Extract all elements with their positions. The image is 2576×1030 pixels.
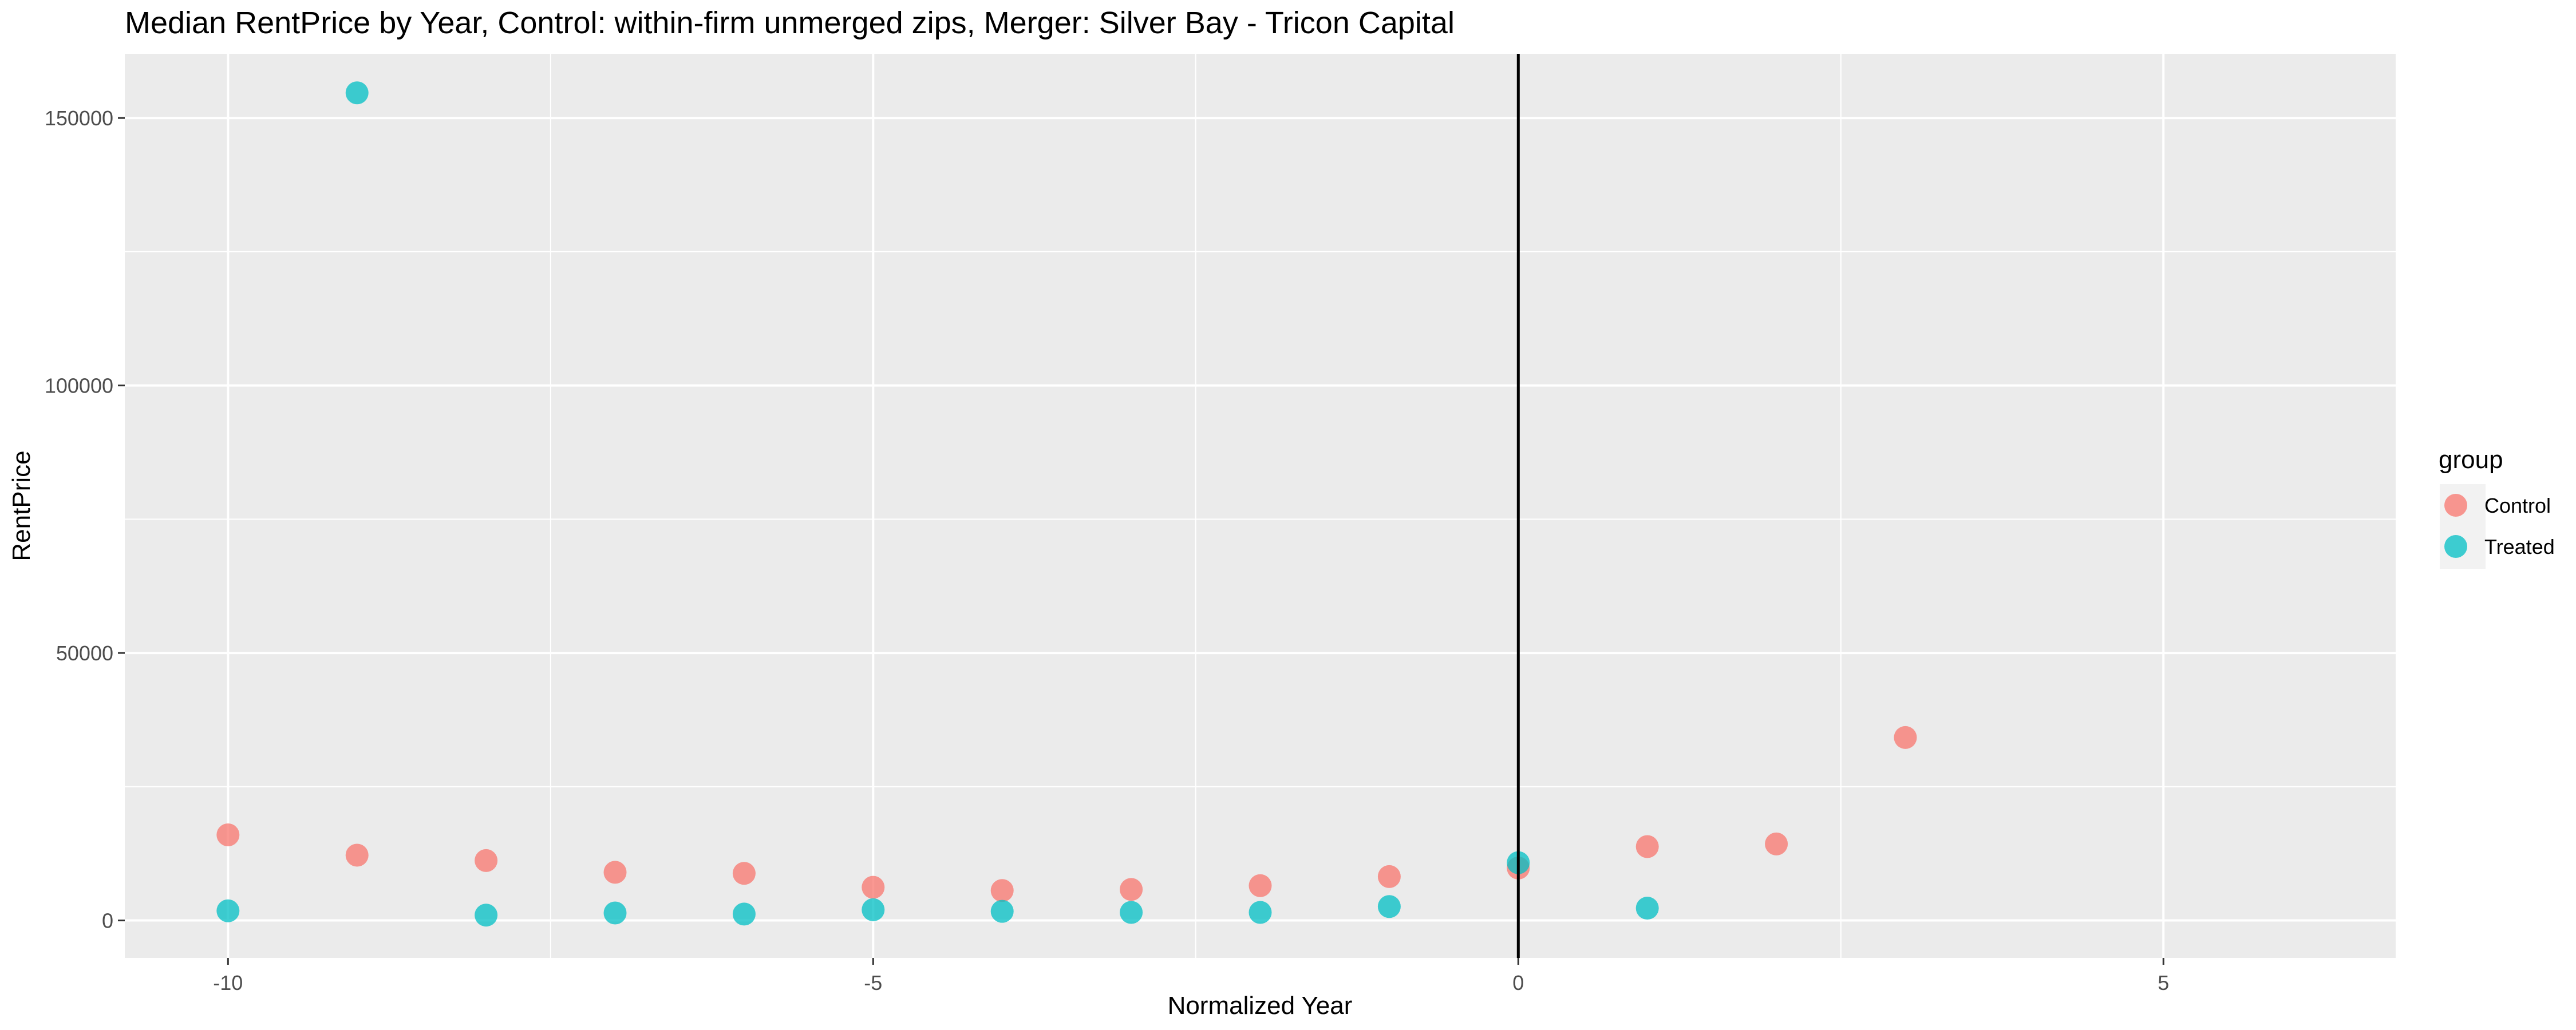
point-control: [603, 861, 627, 884]
x-tick-label: -10: [213, 971, 243, 995]
y-axis-title: RentPrice: [7, 450, 35, 561]
point-control: [1635, 835, 1659, 858]
point-control: [1377, 865, 1401, 888]
legend: group Control Treated: [2439, 446, 2555, 569]
point-treated: [1635, 897, 1659, 920]
point-control: [475, 849, 498, 872]
point-treated: [603, 901, 627, 925]
point-control: [1765, 832, 1788, 855]
data-points: [216, 81, 1917, 927]
point-treated: [732, 902, 756, 926]
legend-label-treated: Treated: [2484, 535, 2555, 558]
major-gridlines: [125, 54, 2396, 958]
y-tick-label: 100000: [45, 374, 113, 398]
point-control: [862, 876, 885, 899]
legend-title: group: [2439, 446, 2503, 474]
x-tick-label: 0: [1512, 971, 1524, 995]
x-axis-title: Normalized Year: [1168, 992, 1353, 1020]
point-control: [345, 843, 369, 867]
point-control: [1249, 874, 1272, 897]
point-control: [216, 823, 240, 846]
point-control: [990, 879, 1014, 902]
plot-panel: [125, 54, 2396, 958]
point-treated: [862, 898, 885, 921]
point-treated: [990, 900, 1014, 923]
point-treated: [1377, 895, 1401, 918]
y-tick-label: 50000: [56, 641, 113, 665]
legend-label-control: Control: [2484, 494, 2551, 517]
y-axis-ticks: 0 50000 100000 150000: [45, 106, 125, 933]
point-control: [732, 862, 756, 885]
y-tick-label: 0: [102, 909, 113, 933]
legend-key-control: [2444, 494, 2467, 517]
x-axis-ticks: -10 -5 0 5: [213, 958, 2169, 995]
y-tick-label: 150000: [45, 106, 113, 130]
point-treated: [216, 899, 240, 922]
point-control: [1894, 726, 1917, 749]
x-tick-label: 5: [2158, 971, 2169, 995]
point-control: [1120, 878, 1143, 901]
point-treated: [345, 81, 369, 105]
legend-key-treated: [2444, 535, 2467, 558]
minor-gridlines: [125, 54, 2396, 958]
x-tick-label: -5: [864, 971, 882, 995]
point-treated: [1249, 901, 1272, 924]
point-treated: [475, 904, 498, 927]
point-treated: [1120, 901, 1143, 924]
chart-title: Median RentPrice by Year, Control: withi…: [125, 6, 1455, 40]
